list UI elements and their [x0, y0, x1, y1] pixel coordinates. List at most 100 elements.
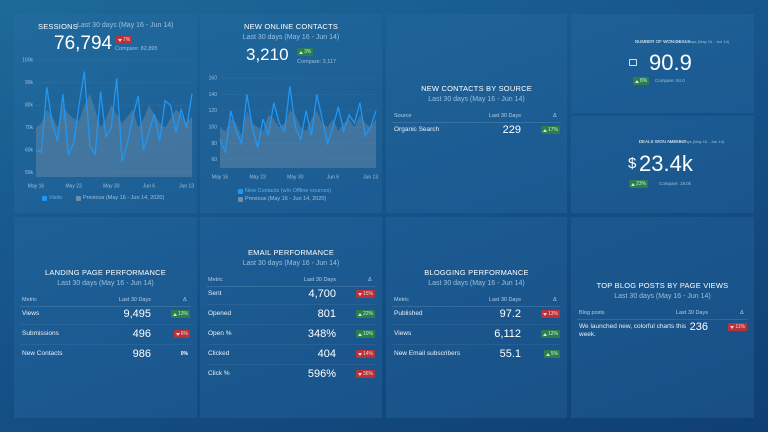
widget-period: Last 30 days (May 16 - Jun 14): [57, 280, 154, 287]
change-arrow: [545, 352, 550, 356]
y-tick-label: 90k: [25, 80, 34, 86]
change-arrow: [730, 325, 735, 329]
y-tick-label: 140: [209, 92, 218, 98]
x-tick-label: May 30: [287, 174, 304, 180]
change-arrow: [357, 292, 362, 296]
widget-period: Last 30 days (May 16 - Jun 14): [242, 34, 340, 41]
row-label: New Contacts: [22, 350, 63, 357]
change-value: 7%: [123, 37, 131, 43]
column-header: Blog posts: [579, 310, 605, 316]
widget-period: Last 30 days (May 16 - Jun 14): [242, 260, 340, 267]
change-badge: 23%: [629, 180, 649, 188]
compare-value: Compare: 84.0: [655, 78, 685, 83]
row-label: We launched new, colorful charts this we…: [579, 323, 687, 338]
change-badge: 10%: [355, 330, 375, 338]
x-tick-label: May 23: [249, 174, 266, 180]
change-value: 17%: [547, 127, 558, 133]
kpi-value: 90.9: [649, 50, 692, 75]
row-rule: [20, 324, 191, 325]
change-arrow: [357, 352, 362, 356]
change-value: 11%: [735, 324, 745, 330]
widget-title: DEALS WON AMOUNT: [638, 139, 687, 144]
row-label: Submissions: [22, 330, 59, 337]
change-badge: 5%: [543, 350, 560, 358]
widget-period: Last 30 days (May 16 - Jun 14): [674, 39, 730, 44]
row-value: 596%: [307, 368, 336, 380]
column-header: Δ: [553, 297, 557, 303]
row-label: Views: [22, 310, 40, 317]
change-arrow: [299, 50, 303, 54]
change-badge: 0%: [179, 350, 190, 358]
column-header: Metric: [208, 277, 223, 283]
x-tick-label: May 16: [28, 183, 45, 189]
column-header: Δ: [553, 113, 557, 119]
legend-label: Previous (May 16 - Jun 14, 2020): [83, 195, 165, 201]
column-header: Metric: [22, 297, 37, 303]
change-badge: 14%: [355, 350, 375, 358]
legend-label: New Contacts (w/o Offline sources): [245, 188, 332, 194]
kpi-value: 3,210: [246, 45, 289, 64]
change-value: 15%: [362, 291, 373, 297]
column-header: Δ: [368, 277, 372, 283]
change-value: 0%: [180, 351, 188, 357]
legend-swatch: [238, 197, 243, 202]
compare-value: Compare: 19.0k: [659, 181, 692, 186]
row-value: 4,700: [308, 288, 336, 300]
header-rule: [206, 286, 376, 287]
row-value: 97.2: [499, 308, 521, 320]
row-value: 55.1: [499, 348, 521, 360]
change-badge: 12%: [540, 330, 560, 338]
change-arrow: [631, 182, 635, 186]
change-badge: 8%: [633, 77, 650, 85]
row-rule: [392, 324, 561, 325]
widget-title: NEW ONLINE CONTACTS: [243, 22, 339, 31]
widget: 50k 60k 70k 80k 90k 100k May 16 May 23 May 30 Jun…: [14, 14, 197, 213]
widget: 60 80 100 120 140 160 May 16 May 23 May 30 Jun 6 J…: [200, 14, 382, 213]
header-rule: [392, 306, 561, 307]
change-badge: 3%: [297, 48, 314, 56]
change-value: 6%: [180, 331, 188, 337]
widget-period: Last 30 days (May 16 - Jun 14): [77, 22, 174, 29]
widget-period: Last 30 days (May 16 - Jun 14): [428, 96, 525, 103]
widget: LANDING PAGE PERFORMANCE Last 30 days (Ma…: [14, 217, 197, 418]
x-tick-label: Jun 6: [143, 183, 155, 189]
widget: TOP BLOG POSTS BY PAGE VIEWS Last 30 days…: [571, 217, 754, 418]
row-value: 404: [317, 348, 336, 360]
compare-value: Compare: 82,895: [115, 46, 158, 52]
y-tick-label: 60k: [25, 147, 34, 153]
row-value: 9,495: [123, 308, 151, 320]
legend-swatch: [76, 196, 81, 201]
widget: NUMBER OF WON DEALS Last 30 days (May 16 …: [571, 14, 754, 113]
change-value: 12%: [547, 331, 558, 337]
deal-icon: [629, 59, 637, 66]
kpi-value: 76,794: [54, 33, 113, 54]
y-tick-label: 60: [211, 157, 217, 163]
change-badge: 36%: [355, 370, 375, 378]
header-rule: [392, 122, 561, 123]
widget: BLOGGING PERFORMANCE Last 30 days (May 16…: [386, 217, 567, 418]
widget-period: Last 30 days (May 16 - Jun 14): [669, 139, 725, 144]
change-arrow: [542, 128, 547, 132]
column-header: Last 30 Days: [488, 113, 521, 119]
legend-swatch: [42, 196, 47, 201]
row-rule: [206, 304, 376, 305]
row-label: Clicked: [208, 350, 230, 357]
line-chart: 50k 60k 70k 80k 90k 100k May 16 May 23 May 30 Jun…: [22, 58, 194, 190]
column-header: Δ: [740, 310, 744, 316]
widget-title: NUMBER OF WON DEALS: [634, 39, 691, 44]
widget: DEALS WON AMOUNT Last 30 days (May 16 - J…: [571, 116, 754, 213]
row-label: Sent: [208, 290, 222, 297]
change-value: 13%: [177, 311, 188, 317]
widget-title: LANDING PAGE PERFORMANCE: [45, 268, 166, 277]
widget-title: NEW CONTACTS BY SOURCE: [421, 84, 532, 93]
change-badge: 7%: [116, 36, 133, 44]
header-rule: [20, 306, 191, 307]
change-value: 10%: [362, 331, 373, 337]
widget-title: SESSIONS: [38, 22, 78, 31]
change-arrow: [175, 332, 180, 336]
row-label: Click %: [208, 370, 230, 377]
row-value: 986: [132, 348, 151, 360]
change-badge: 13%: [170, 310, 190, 318]
column-header: Metric: [394, 297, 409, 303]
x-tick-label: Jun 6: [327, 174, 339, 180]
